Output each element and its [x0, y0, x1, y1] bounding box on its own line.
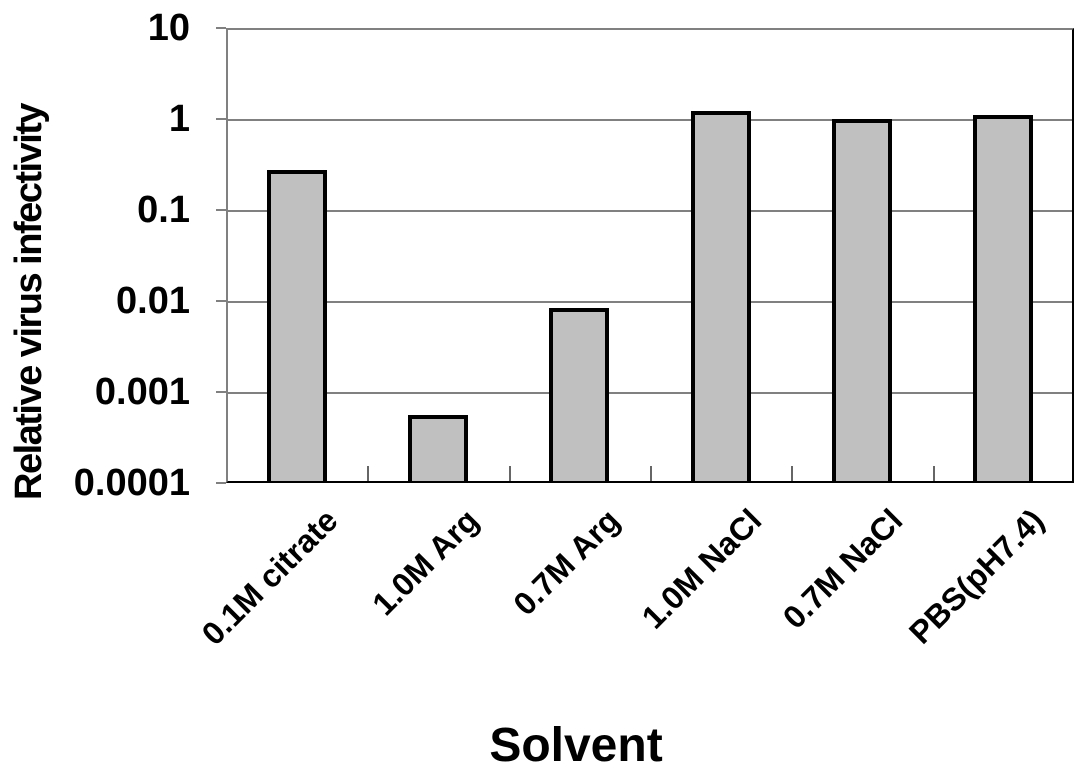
- bar-0.1m-citrate: [266, 169, 327, 481]
- y-tick-label: 0.1: [137, 189, 190, 231]
- gridline: [228, 210, 1072, 212]
- y-tick-label: 1: [168, 98, 190, 140]
- x-tick-label: 0.7M NaCl: [775, 502, 910, 636]
- x-axis-tick: [791, 466, 794, 481]
- x-axis-tick: [650, 466, 652, 481]
- y-tick-label: 0.001: [94, 371, 190, 413]
- x-tick-label: 1.0M NaCl: [634, 502, 769, 636]
- y-axis-tick: [216, 118, 226, 120]
- gridline: [228, 301, 1072, 303]
- gridline: [228, 392, 1072, 394]
- bar-0.7m-arg: [549, 308, 610, 481]
- x-axis-tick: [367, 466, 370, 481]
- bar-1.0m-arg: [408, 415, 468, 481]
- y-tick-label: 0.01: [116, 280, 190, 322]
- y-tick-label: 10: [147, 7, 190, 49]
- y-axis-tick: [216, 209, 226, 211]
- bar-pbs-ph7.4-: [973, 115, 1034, 481]
- y-axis-tick: [216, 482, 226, 484]
- x-axis-tick: [932, 466, 935, 481]
- x-axis-tick: [508, 466, 511, 481]
- x-tick-label: 0.7M Arg: [506, 502, 627, 623]
- y-axis-title: Relative virus infectivity: [8, 103, 50, 500]
- y-axis-tick: [216, 391, 226, 393]
- x-tick-label: PBS(pH7.4): [902, 502, 1051, 651]
- y-axis-tick: [216, 27, 226, 29]
- y-axis-tick: [216, 300, 226, 302]
- x-tick-label: 0.1M citrate: [194, 502, 345, 652]
- bar-0.7m-nacl: [832, 119, 892, 481]
- plot-area: [226, 28, 1074, 483]
- bar-1.0m-nacl: [690, 111, 751, 481]
- x-tick-label: 1.0M Arg: [365, 502, 486, 623]
- x-axis-title: Solvent: [489, 719, 663, 772]
- gridline: [228, 119, 1072, 121]
- y-tick-label: 0.0001: [73, 462, 190, 504]
